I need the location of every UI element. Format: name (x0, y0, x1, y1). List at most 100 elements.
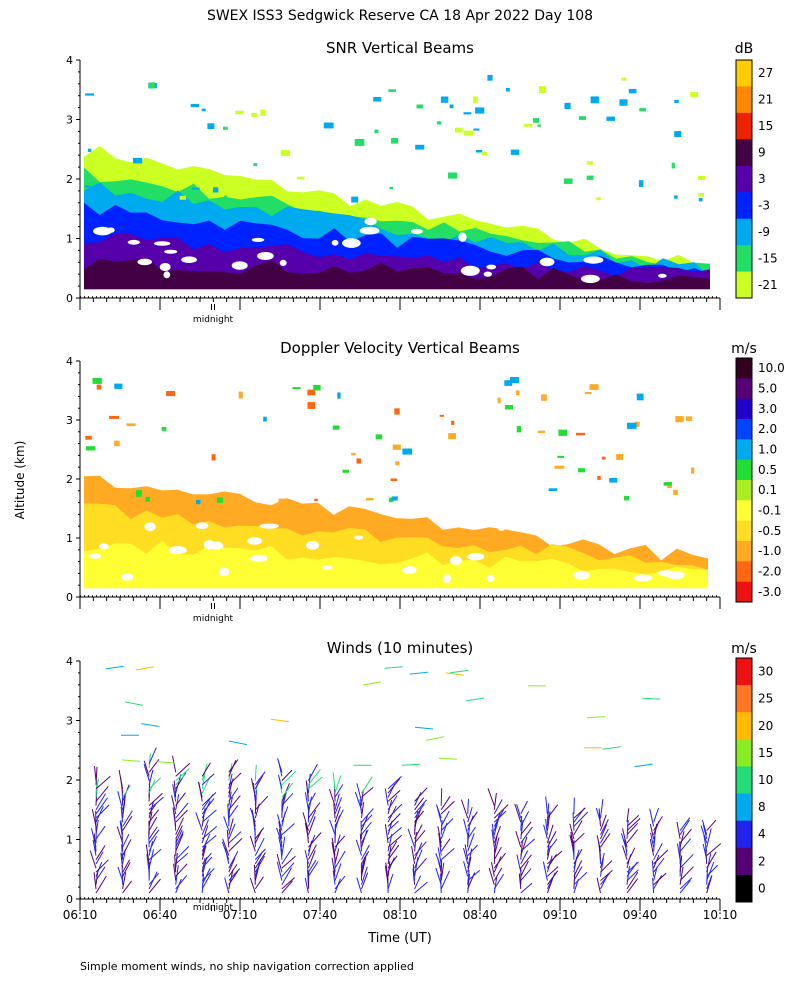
wind-barb (706, 843, 722, 856)
data-cell (307, 389, 316, 396)
wind-barb (467, 833, 475, 852)
wind-barb (308, 776, 323, 790)
wind-barb (95, 775, 111, 790)
wind-barb (146, 853, 150, 873)
wind-barb (334, 875, 346, 890)
wind-barb (302, 812, 309, 831)
wind-barb (148, 829, 160, 844)
data-cell (697, 175, 706, 180)
wind-barb (201, 772, 206, 789)
wind-barb (254, 774, 264, 790)
doppler-panel-title: Doppler Velocity Vertical Beams (280, 339, 520, 357)
colorbar-swatch (736, 419, 752, 440)
data-cell (351, 452, 356, 456)
data-gap (359, 226, 380, 235)
wind-barb (175, 817, 184, 835)
data-gap (259, 523, 279, 529)
data-cell (85, 435, 92, 440)
data-cell (638, 180, 644, 187)
snr-panel-title: SNR Vertical Beams (326, 39, 474, 57)
wind-barb (175, 846, 190, 861)
data-gap (247, 537, 263, 545)
wind-barb (520, 840, 523, 860)
snr-colorbar-unit: dB (735, 41, 754, 57)
wind-barb (573, 811, 589, 827)
wind-barb (387, 776, 402, 790)
data-cell (439, 414, 445, 417)
colorbar-label: 5.0 (758, 382, 777, 396)
wind-barb (281, 862, 295, 877)
wind-barb (201, 792, 217, 806)
colorbar-label: 3 (758, 172, 766, 186)
data-cell (395, 461, 400, 466)
data-cell (192, 187, 200, 190)
wind-barb (156, 761, 175, 764)
wind-barb (573, 866, 583, 881)
colorbar-swatch (736, 500, 752, 522)
wind-barb (281, 877, 295, 890)
data-cell (586, 161, 593, 165)
wind-barb (334, 797, 343, 815)
wind-barb (467, 856, 472, 873)
wind-barb (120, 853, 124, 869)
wind-barb (642, 697, 661, 700)
colorbar-swatch (736, 541, 752, 562)
wind-barb (122, 839, 132, 856)
wind-barb (412, 864, 416, 881)
wind-barb (493, 818, 499, 835)
wind-barb (254, 876, 264, 890)
wind-barb (516, 854, 522, 873)
data-cell (523, 123, 533, 127)
wind-barb (201, 826, 218, 840)
wind-barb (649, 823, 655, 840)
wind-barb (467, 874, 470, 894)
colorbar-label: -1.0 (758, 544, 781, 558)
data-cell (292, 387, 301, 390)
wind-barb (602, 746, 621, 750)
wind-barb (122, 810, 133, 827)
data-cell (337, 392, 341, 399)
data-cell (354, 139, 365, 146)
data-gap (467, 553, 485, 561)
wind-barb (467, 798, 469, 814)
wind-barb (228, 851, 239, 869)
wind-barb (226, 829, 230, 848)
wind-barb (148, 801, 154, 819)
wind-barb (105, 665, 124, 670)
wind-barb (93, 872, 97, 889)
data-gap (279, 259, 287, 266)
data-cell (671, 162, 675, 169)
wind-barb (201, 798, 215, 815)
data-gap (581, 274, 600, 284)
winds-midnight-label: midnight (193, 903, 234, 913)
data-gap (410, 228, 423, 234)
wind-barb (653, 857, 665, 873)
wind-barb (387, 857, 395, 873)
wind-barb (435, 853, 442, 869)
data-gap (583, 236, 601, 240)
wind-barb (143, 764, 150, 781)
wind-barb (595, 807, 601, 823)
data-gap (121, 573, 134, 581)
wind-barb (414, 797, 425, 811)
wind-barb (596, 877, 601, 894)
wind-barb (95, 845, 106, 860)
wind-barb (360, 820, 362, 839)
wind-barb (175, 833, 184, 852)
wind-barb (119, 821, 124, 839)
wind-barb (276, 853, 283, 873)
wind-barb (493, 852, 506, 869)
data-cell (440, 96, 449, 103)
y-tick-label: 2 (66, 774, 73, 787)
data-cell (235, 110, 244, 115)
wind-barb (172, 807, 177, 827)
wind-barb (361, 844, 370, 860)
wind-barb (175, 768, 190, 781)
wind-barb (201, 809, 217, 823)
doppler-colorbar-unit: m/s (731, 341, 757, 357)
data-cell (213, 187, 219, 193)
data-cell (313, 384, 321, 391)
colorbar-label: -2.0 (758, 565, 781, 579)
wind-barb (95, 859, 109, 873)
y-tick-label: 1 (66, 532, 73, 545)
